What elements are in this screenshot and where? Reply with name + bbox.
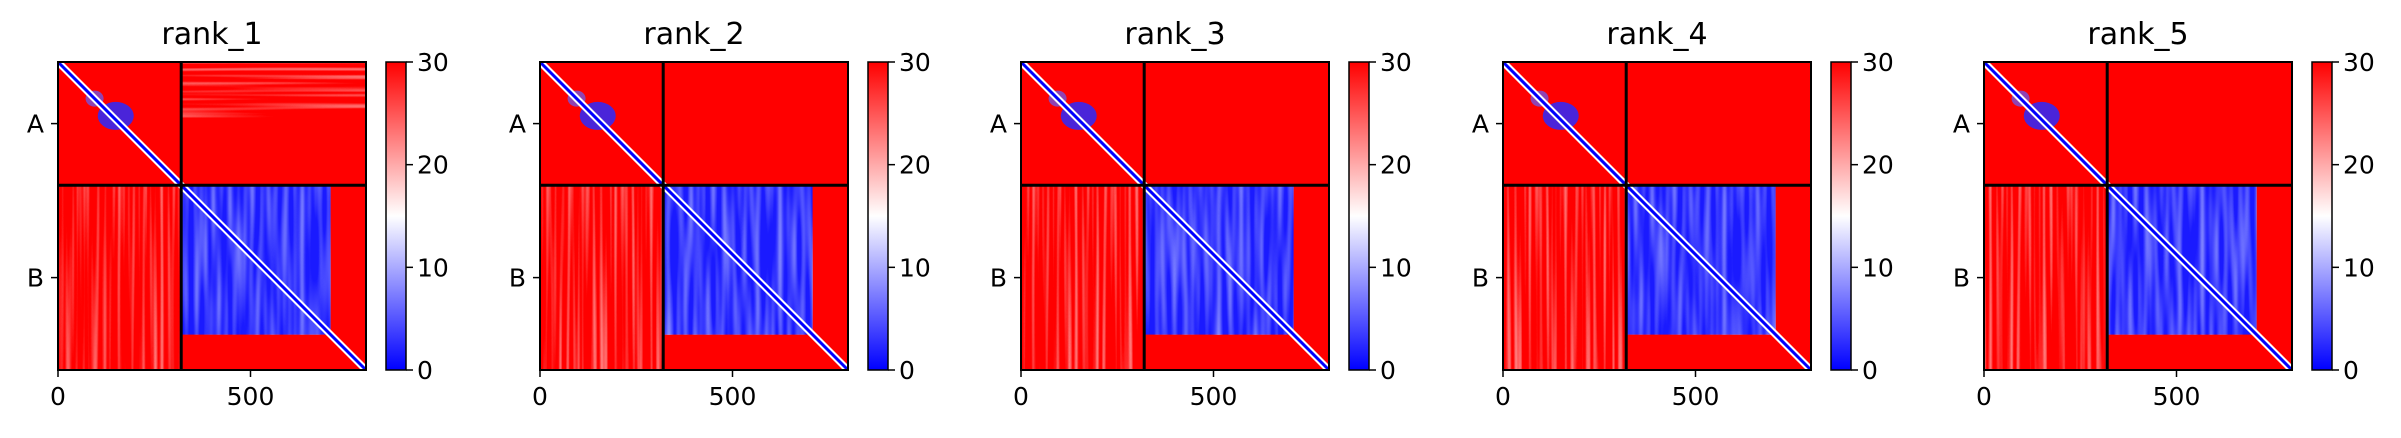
streak-region-ba — [540, 185, 664, 370]
y-tick-label: A — [509, 110, 526, 139]
colorbar-tick-label: 10 — [417, 253, 449, 282]
colorbar-tick-label: 30 — [1862, 48, 1894, 77]
colorbar-tick-label: 20 — [899, 151, 931, 180]
heatmap-frame — [1502, 61, 1812, 371]
colorbar-tick-label: 20 — [417, 151, 449, 180]
colorbar-tick-label: 0 — [899, 356, 915, 385]
diagonal-line — [1019, 60, 1331, 372]
x-tick-label: 500 — [227, 382, 275, 411]
heatmap-panel-4: rank_4 A B 0 500 0 10 20 30 — [1472, 17, 1894, 411]
x-tick-label: 500 — [709, 382, 757, 411]
panel-title: rank_4 — [1606, 17, 1707, 52]
y-tick-label: A — [1472, 110, 1489, 139]
streak-region-ba — [1021, 185, 1145, 370]
colorbar-tick-label: 0 — [417, 356, 433, 385]
streak-region-ba — [58, 185, 182, 370]
heatmap-panel-1: rank_1 A B 0 500 0 10 20 30 — [27, 17, 449, 411]
diagonal-line — [1982, 60, 2294, 372]
colorbar-tick-label: 30 — [1380, 48, 1412, 77]
y-tick-label: A — [990, 110, 1007, 139]
colorbar-tick-label: 10 — [899, 253, 931, 282]
heatmap-panel-2: rank_2 A B 0 500 0 10 20 30 — [509, 17, 931, 411]
streak-region-ba — [1984, 185, 2108, 370]
x-tick-label: 500 — [1672, 382, 1720, 411]
colorbar-tick-label: 20 — [1862, 151, 1894, 180]
heatmap-panel-3: rank_3 A B 0 500 0 10 20 30 — [990, 17, 1412, 411]
colorbar-tick-label: 10 — [1380, 253, 1412, 282]
heatmap-panel-5: rank_5 A B 0 500 0 10 20 30 — [1953, 17, 2375, 411]
colorbar-tick-label: 30 — [417, 48, 449, 77]
colorbar — [2311, 61, 2333, 371]
heatmap-frame — [57, 61, 367, 371]
colorbar-tick-label: 10 — [2343, 253, 2375, 282]
colorbar-tick-label: 20 — [2343, 151, 2375, 180]
colorbar — [1830, 61, 1852, 371]
panel-title: rank_3 — [1124, 17, 1225, 52]
colorbar-tick-label: 0 — [2343, 356, 2359, 385]
panel-title: rank_1 — [161, 17, 262, 52]
y-tick-label: B — [509, 264, 526, 293]
colorbar-tick-label: 0 — [1380, 356, 1396, 385]
x-tick-label: 0 — [1013, 382, 1029, 411]
colorbar-tick-label: 10 — [1862, 253, 1894, 282]
y-tick-label: A — [27, 110, 44, 139]
colorbar — [867, 61, 889, 371]
y-tick-label: B — [1953, 264, 1970, 293]
x-tick-label: 500 — [2153, 382, 2201, 411]
diagonal-line — [538, 60, 850, 372]
heatmap-frame — [1983, 61, 2293, 371]
colorbar-tick-label: 30 — [2343, 48, 2375, 77]
diagonal-line — [1501, 60, 1813, 372]
panel-title: rank_5 — [2087, 17, 2188, 52]
colorbar-tick-label: 30 — [899, 48, 931, 77]
diagonal-line — [56, 60, 368, 372]
panel-title: rank_2 — [643, 17, 744, 52]
streak-region-ab — [181, 62, 370, 118]
x-tick-label: 0 — [1976, 382, 1992, 411]
colorbar — [385, 61, 407, 371]
streak-region-ba — [1503, 185, 1627, 370]
y-tick-label: A — [1953, 110, 1970, 139]
heatmap-frame — [1020, 61, 1330, 371]
heatmap-frame — [539, 61, 849, 371]
x-tick-label: 0 — [1495, 382, 1511, 411]
y-tick-label: B — [1472, 264, 1489, 293]
colorbar-tick-label: 20 — [1380, 151, 1412, 180]
x-tick-label: 500 — [1190, 382, 1238, 411]
colorbar-tick-label: 0 — [1862, 356, 1878, 385]
x-tick-label: 0 — [532, 382, 548, 411]
colorbar — [1348, 61, 1370, 371]
y-tick-label: B — [990, 264, 1007, 293]
y-tick-label: B — [27, 264, 44, 293]
x-tick-label: 0 — [50, 382, 66, 411]
